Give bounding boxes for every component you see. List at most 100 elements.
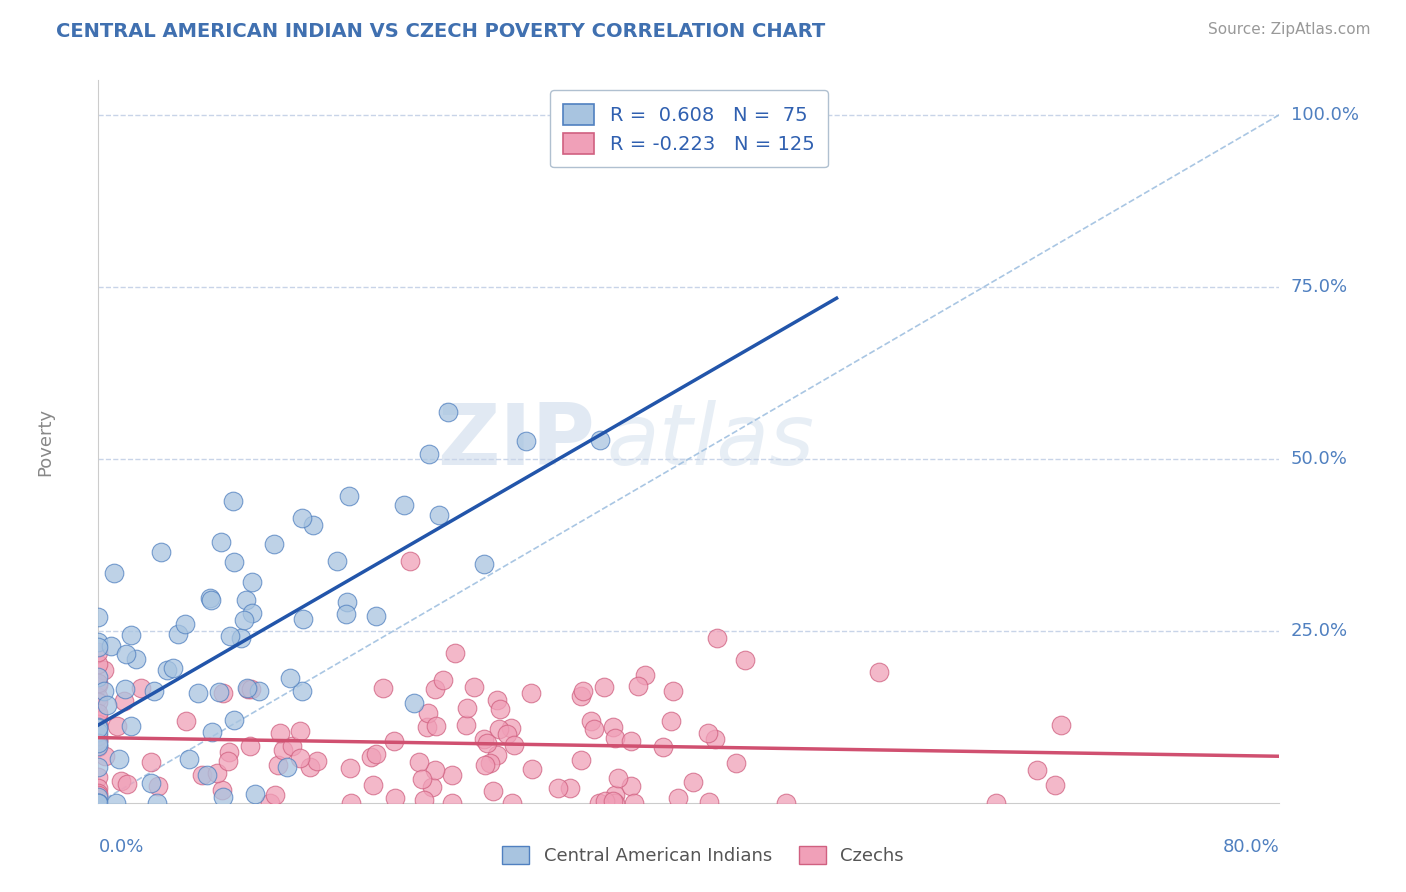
Point xyxy=(666,790,689,805)
Legend: R =  0.608   N =  75, R = -0.223   N = 125: R = 0.608 N = 75, R = -0.223 N = 125 xyxy=(550,90,828,168)
Point xyxy=(87,796,110,810)
Point xyxy=(423,681,446,696)
Point xyxy=(1025,763,1047,777)
Point xyxy=(264,788,287,802)
Point xyxy=(444,646,467,660)
Point xyxy=(437,405,460,419)
Point xyxy=(87,740,110,755)
Point xyxy=(87,709,110,723)
Point xyxy=(302,518,325,533)
Point xyxy=(273,743,295,757)
Point xyxy=(174,714,197,729)
Point xyxy=(87,739,110,754)
Point xyxy=(115,777,138,791)
Point xyxy=(515,434,537,448)
Point xyxy=(489,702,512,716)
Point xyxy=(605,731,627,745)
Point xyxy=(398,553,420,567)
Point xyxy=(278,671,301,685)
Point xyxy=(703,731,725,746)
Point xyxy=(87,796,110,810)
Point xyxy=(200,592,222,607)
Point xyxy=(478,756,501,770)
Point xyxy=(87,788,110,802)
Point xyxy=(1050,717,1073,731)
Point xyxy=(454,718,477,732)
Point xyxy=(411,772,433,787)
Point xyxy=(602,720,624,734)
Point xyxy=(291,511,314,525)
Point xyxy=(87,733,110,747)
Point xyxy=(211,783,233,797)
Point xyxy=(404,696,426,710)
Point xyxy=(87,690,110,705)
Point xyxy=(93,684,115,698)
Point xyxy=(415,720,437,734)
Text: 75.0%: 75.0% xyxy=(1291,277,1348,296)
Point xyxy=(143,684,166,698)
Point xyxy=(734,653,756,667)
Point xyxy=(207,766,229,780)
Point xyxy=(187,685,209,699)
Point xyxy=(425,763,447,777)
Point xyxy=(326,554,349,568)
Point xyxy=(361,779,384,793)
Point xyxy=(114,681,136,696)
Point xyxy=(87,678,110,692)
Point xyxy=(547,780,569,795)
Point xyxy=(201,725,224,739)
Point xyxy=(243,787,266,801)
Point xyxy=(195,768,218,782)
Point xyxy=(211,790,233,805)
Point xyxy=(725,756,748,771)
Point xyxy=(422,780,444,795)
Text: 0.0%: 0.0% xyxy=(98,838,143,855)
Point xyxy=(87,786,110,800)
Point xyxy=(87,721,110,735)
Point xyxy=(87,676,110,690)
Point xyxy=(218,629,240,643)
Point xyxy=(177,752,200,766)
Point xyxy=(239,739,262,753)
Text: CENTRAL AMERICAN INDIAN VS CZECH POVERTY CORRELATION CHART: CENTRAL AMERICAN INDIAN VS CZECH POVERTY… xyxy=(56,22,825,41)
Point xyxy=(146,796,169,810)
Point xyxy=(222,555,245,569)
Point xyxy=(146,780,169,794)
Text: 100.0%: 100.0% xyxy=(1291,105,1358,124)
Point xyxy=(603,788,626,802)
Point xyxy=(263,537,285,551)
Text: 25.0%: 25.0% xyxy=(1291,622,1348,640)
Point xyxy=(298,760,321,774)
Point xyxy=(634,667,657,681)
Point xyxy=(200,591,222,606)
Point xyxy=(112,694,135,708)
Point xyxy=(290,723,312,738)
Text: 50.0%: 50.0% xyxy=(1291,450,1347,467)
Point xyxy=(595,794,617,808)
Point xyxy=(623,796,645,810)
Point xyxy=(418,447,440,461)
Point xyxy=(87,796,110,810)
Point xyxy=(339,760,361,774)
Point xyxy=(456,701,478,715)
Point xyxy=(232,613,254,627)
Point xyxy=(239,681,262,696)
Point xyxy=(572,684,595,698)
Point xyxy=(472,731,495,746)
Point xyxy=(229,631,252,645)
Point xyxy=(240,607,263,621)
Point xyxy=(105,719,128,733)
Point xyxy=(120,628,142,642)
Point xyxy=(87,717,110,731)
Point xyxy=(463,680,485,694)
Point xyxy=(394,498,416,512)
Point xyxy=(87,736,110,750)
Point xyxy=(384,790,406,805)
Point xyxy=(166,627,188,641)
Point xyxy=(87,796,110,810)
Text: Poverty: Poverty xyxy=(37,408,55,475)
Point xyxy=(366,747,388,761)
Point xyxy=(520,762,543,776)
Point xyxy=(659,714,682,728)
Point xyxy=(96,698,118,713)
